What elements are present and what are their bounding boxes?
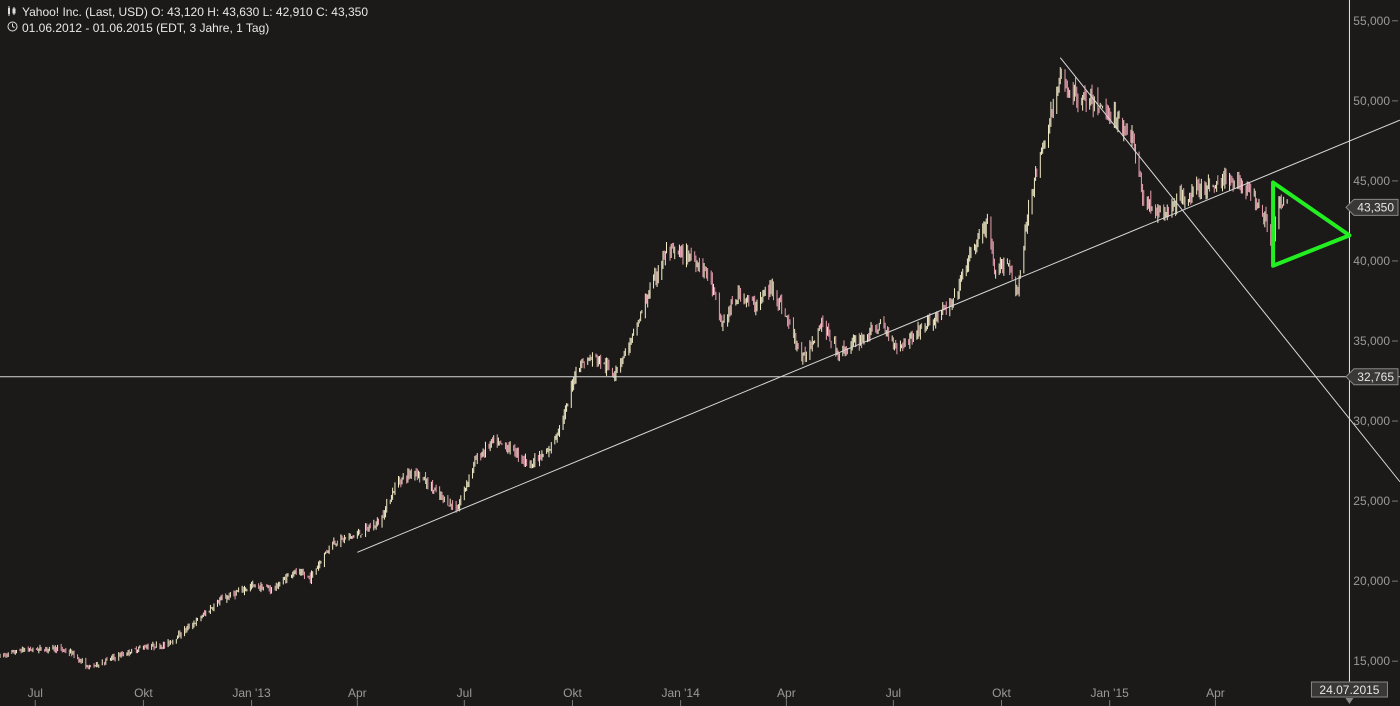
last-price-tag-bg	[1345, 198, 1399, 216]
y-tick-label: 45,000	[1353, 174, 1390, 188]
chart-range-line: 01.06.2012 - 01.06.2015 (EDT, 3 Jahre, 1…	[6, 21, 269, 35]
x-tick-label: Apr	[777, 686, 796, 700]
resistance-trendline	[1059, 57, 1400, 483]
triangle-pattern	[1271, 180, 1352, 268]
y-tick-label: 30,000	[1353, 414, 1390, 428]
crosshair-price-tag: 32,765	[1345, 368, 1399, 386]
y-tick-label: 40,000	[1353, 254, 1390, 268]
crosshair-date-tag: 24.07.2015	[1310, 681, 1388, 704]
chart-title-line: Yahoo! Inc. (Last, USD) O: 43,120 H: 43,…	[6, 5, 368, 19]
crosshair-price-tag-text: 32,765	[1357, 370, 1394, 384]
y-tick-label: 55,000	[1353, 14, 1390, 28]
crosshair-date-arrow	[1345, 698, 1354, 704]
x-tick-label: Okt	[563, 686, 582, 700]
x-tick-label: Jan '15	[1090, 686, 1129, 700]
x-tick-label: Apr	[1206, 686, 1225, 700]
y-tick-label: 50,000	[1353, 94, 1390, 108]
x-tick-label: Apr	[348, 686, 367, 700]
y-tick-label: 25,000	[1353, 494, 1390, 508]
last-price-tag-text: 43,350	[1357, 200, 1394, 214]
x-tick-label: Jan '13	[232, 686, 271, 700]
y-tick-label: 20,000	[1353, 574, 1390, 588]
x-tick-label: Jan '14	[661, 686, 700, 700]
crosshair-date-tag-bg	[1310, 681, 1388, 698]
x-tick-label: Jul	[28, 686, 43, 700]
x-tick-label: Jul	[886, 686, 901, 700]
chart-title: Yahoo! Inc. (Last, USD) O: 43,120 H: 43,…	[22, 5, 368, 19]
candlestick-icon	[6, 6, 18, 19]
x-tick-label: Okt	[992, 686, 1011, 700]
crosshair-price-tag-bg	[1345, 368, 1399, 386]
clock-icon	[6, 21, 18, 35]
y-tick-label: 35,000	[1353, 334, 1390, 348]
x-tick-label: Okt	[134, 686, 153, 700]
x-tick-label: Jul	[457, 686, 472, 700]
chart-range: 01.06.2012 - 01.06.2015 (EDT, 3 Jahre, 1…	[22, 21, 270, 35]
support-trendline	[357, 119, 1400, 553]
last-price-tag: 43,350	[1345, 198, 1399, 216]
crosshair-date-tag-text: 24.07.2015	[1319, 683, 1379, 697]
y-tick-label: 15,000	[1353, 654, 1390, 668]
